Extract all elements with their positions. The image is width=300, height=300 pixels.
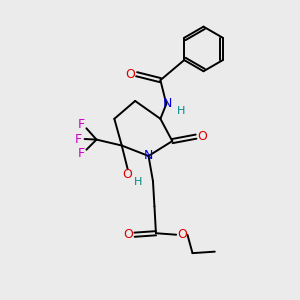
Text: O: O xyxy=(122,168,132,181)
Text: O: O xyxy=(125,68,135,81)
Text: O: O xyxy=(177,228,187,241)
Text: F: F xyxy=(77,147,85,160)
Text: O: O xyxy=(198,130,208,143)
Text: F: F xyxy=(74,133,82,146)
Text: O: O xyxy=(123,228,133,241)
Text: H: H xyxy=(176,106,185,116)
Text: H: H xyxy=(134,177,142,187)
Text: N: N xyxy=(162,98,172,110)
Text: N: N xyxy=(144,149,153,162)
Text: F: F xyxy=(77,118,85,131)
